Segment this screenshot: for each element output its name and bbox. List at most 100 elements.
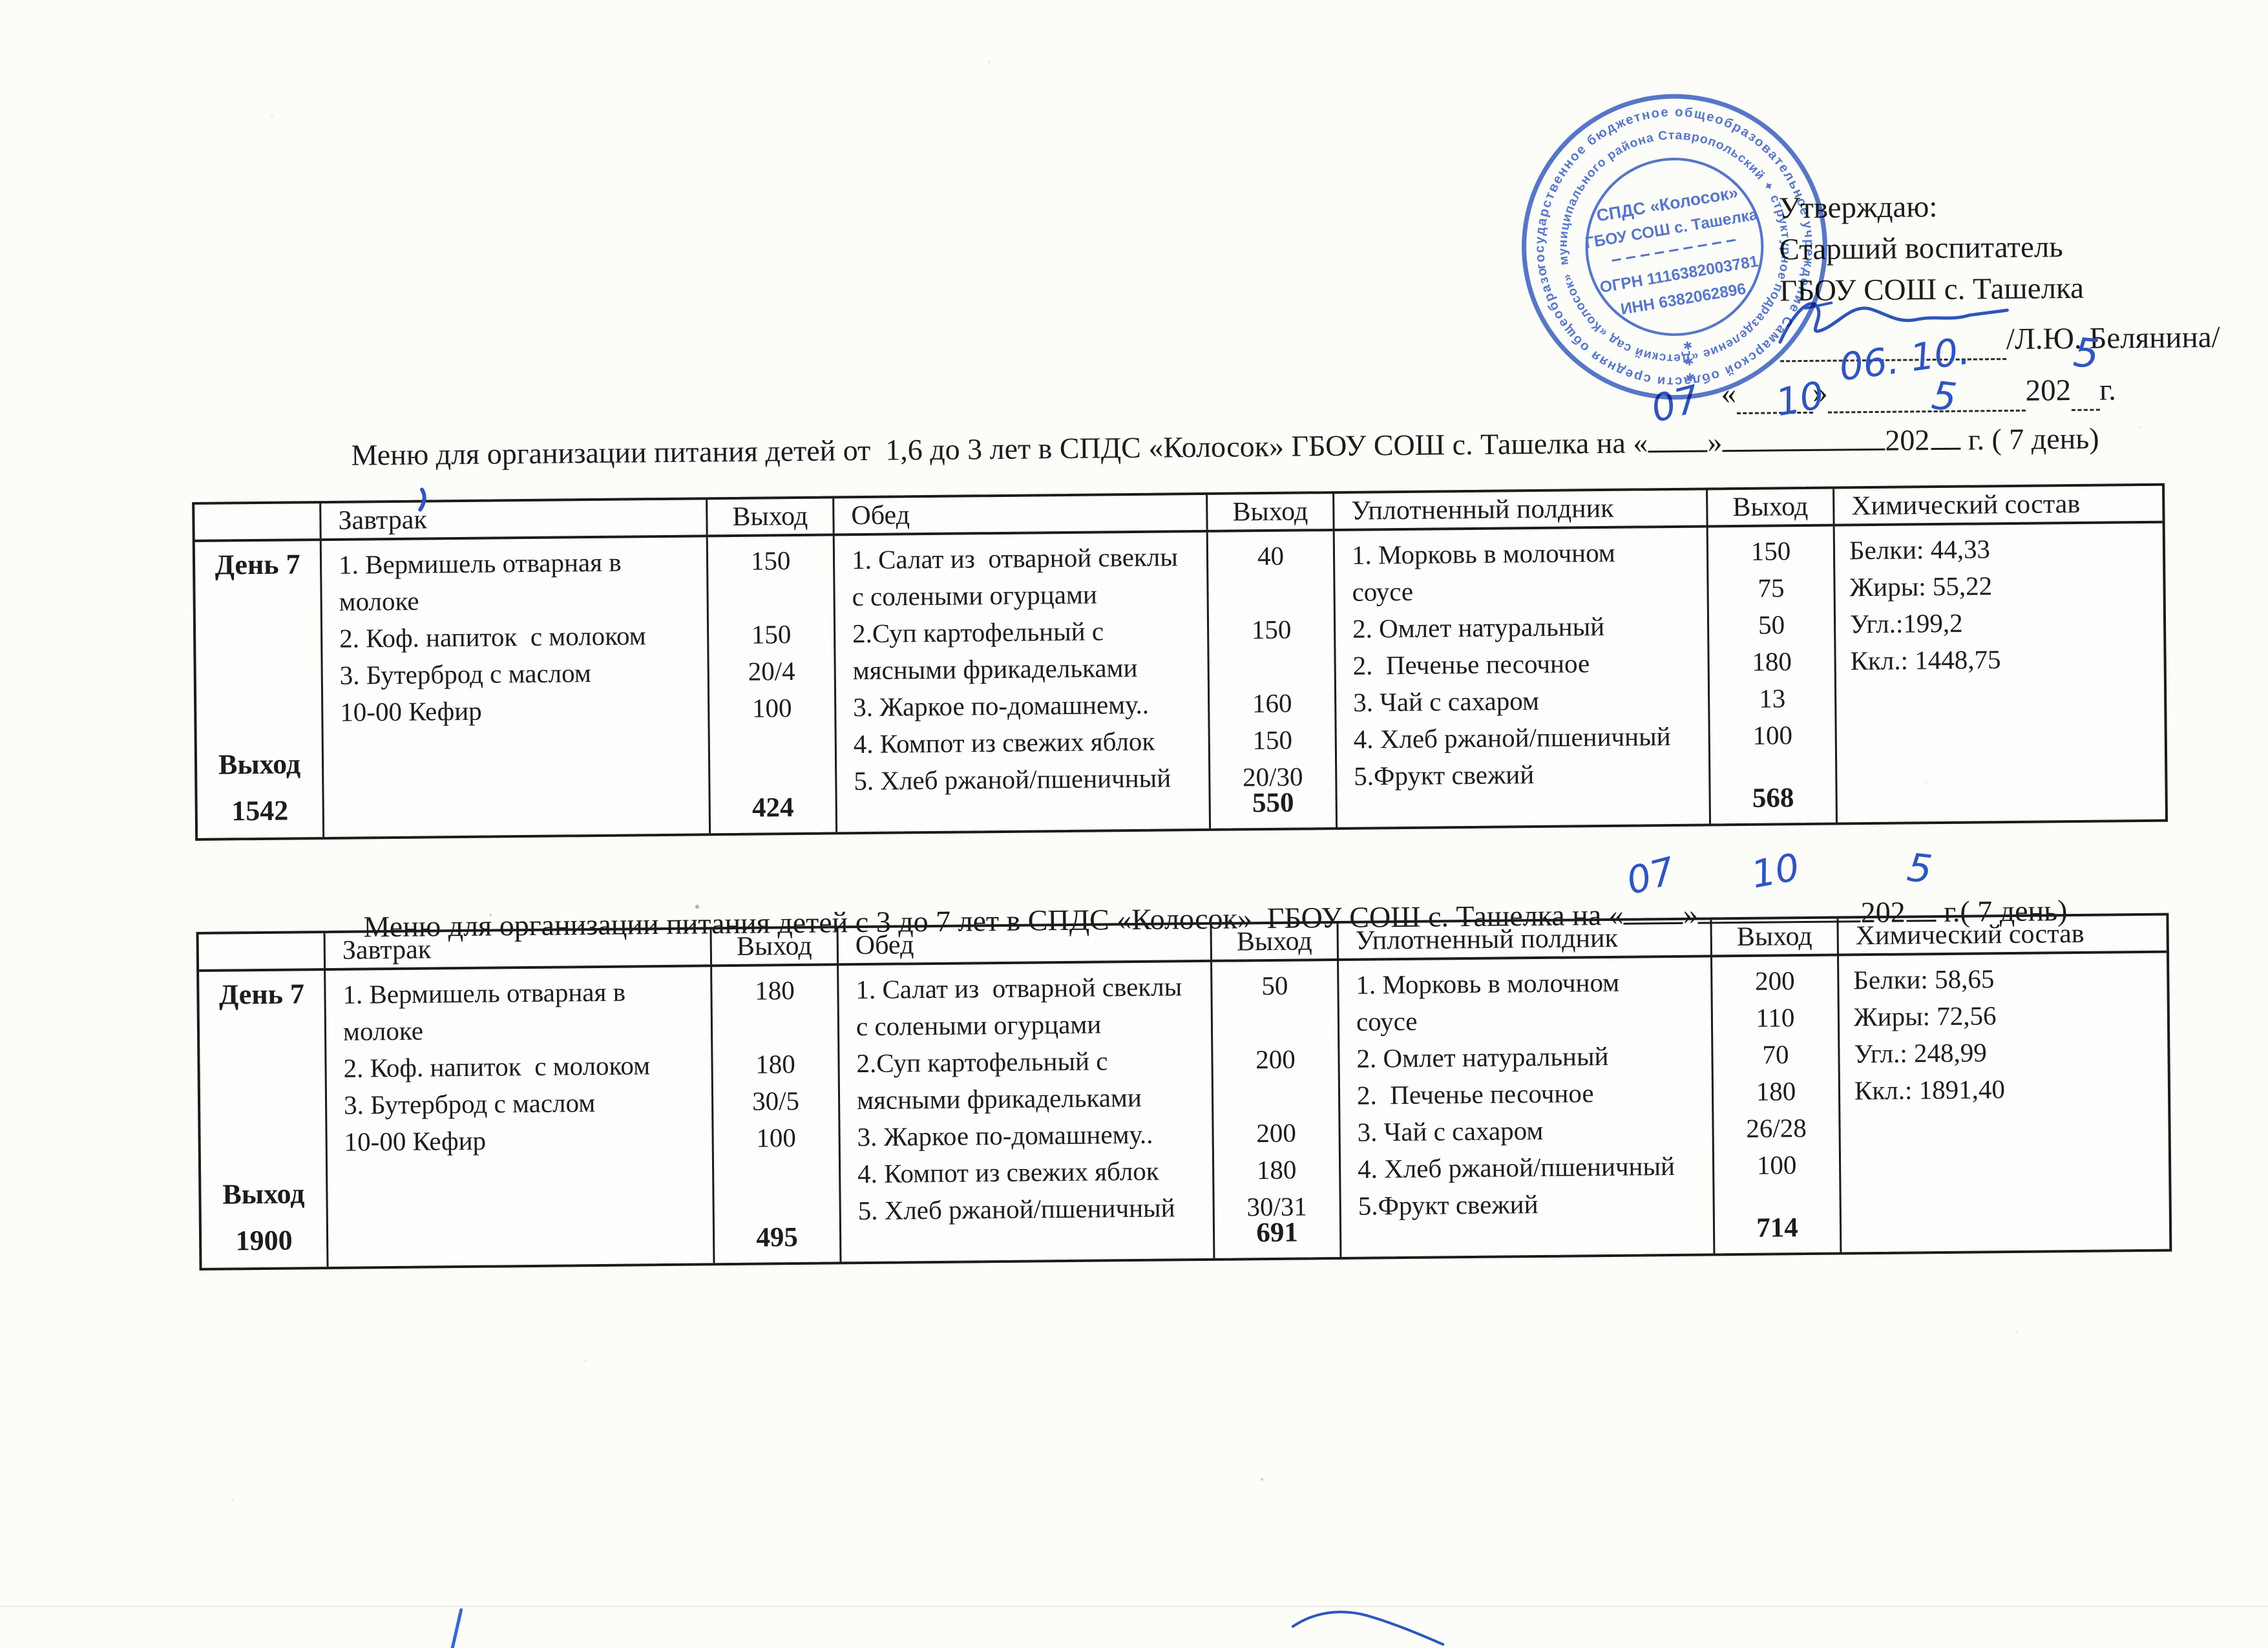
portion-value: 100 (1756, 1149, 1797, 1180)
title-suffix: г.( 7 день) (1936, 894, 2068, 929)
menu-item-line: мясными фрикадельками (852, 652, 1138, 685)
day-number: День 7 (215, 548, 300, 581)
menu-item-line: 3. Жаркое по-домашнему.. (853, 689, 1150, 722)
table-body-row: День 7 Выход 1900 1. Вермишель отварная … (199, 953, 2169, 1268)
title-day-blank: 07 (1646, 377, 1708, 453)
portion-value (1213, 1077, 1339, 1115)
day-total-value: 1900 (235, 1224, 293, 1257)
menu-item-line: с солеными огурцами (852, 579, 1098, 611)
approver-role: Старший воспитатель (1779, 230, 2063, 267)
day-total-value: 1542 (231, 794, 289, 827)
menu-item-line: молоке (342, 1015, 424, 1046)
portion-value (713, 1008, 838, 1046)
portion-total: 550 (1252, 787, 1294, 819)
portion-value: 13 (1758, 682, 1786, 713)
stamp-outer-circle (1522, 94, 1827, 400)
menu-item-line: 2. Коф. напиток с молоком (339, 620, 646, 653)
portion-value: 100 (756, 1122, 797, 1153)
menu-item-line: мясными фрикадельками (856, 1082, 1142, 1115)
portion-total: 691 (1256, 1217, 1299, 1249)
portion-header: Выход (1708, 489, 1835, 525)
snack-portions-cell: 150 75 50 180 13 100 568 (1708, 526, 1838, 824)
portion-value: 50 (1758, 609, 1785, 640)
chem-line: Белки: 58,65 (1853, 963, 1995, 995)
approval-label: Утверждаю: (1778, 190, 1938, 226)
handwritten-year-digit: 5 (2071, 328, 2101, 378)
portion-value: 200 (1256, 1117, 1297, 1148)
chem-line: Жиры: 55,22 (1849, 570, 1993, 602)
chem-line: Ккл.: 1891,40 (1854, 1073, 2006, 1105)
day-total-label: Выход (222, 1178, 305, 1210)
portion-value: 30/5 (751, 1085, 800, 1116)
day-header-cell (198, 933, 326, 969)
portion-value: 100 (1752, 719, 1793, 750)
title-month-blank: 10 (1697, 845, 1861, 924)
chemical-composition-cell: Белки: 58,65 Жиры: 72,56 Угл.: 248,99 Ккл.:… (1839, 953, 2169, 1252)
handwritten-month: 10 (1748, 845, 1803, 897)
menu-item-line: 2. Печенье песочное (1356, 1077, 1594, 1110)
menu-item-line: 4. Компот из свежих яблок (857, 1156, 1159, 1188)
menu-item-line: 1. Салат из отварной свеклы (856, 971, 1182, 1004)
portion-value: 26/28 (1746, 1112, 1807, 1143)
handwritten-year-digit: 5 (1929, 373, 1959, 421)
portion-value (1208, 573, 1334, 611)
menu-item-line: 5. Хлеб ржаной/пшеничный (857, 1192, 1175, 1225)
portion-value: 180 (1756, 1075, 1796, 1106)
stamp-divider-line (1612, 238, 1739, 262)
day-cell: День 7 Выход 1900 (199, 971, 329, 1268)
portion-value: 160 (1252, 688, 1292, 718)
day-cell: День 7 Выход 1542 (194, 541, 325, 838)
title-year-blank: 5 (1929, 373, 1961, 450)
blue-ink-tick (418, 487, 426, 512)
portion-header: Выход (1208, 493, 1335, 530)
title-text: Меню для организации питания детей от 1,… (351, 426, 1633, 472)
menu-item-line: 3. Жаркое по-домашнему.. (857, 1119, 1153, 1152)
portion-value: 75 (1758, 572, 1785, 603)
lunch-portions-cell: 40 150 160 150 20/30 550 (1208, 531, 1338, 829)
menu-item-line: 3. Чай с сахаром (1357, 1115, 1544, 1147)
menu-item-line: молоке (339, 586, 419, 617)
portion-total: 568 (1752, 783, 1794, 814)
lunch-cell: 1. Салат из отварной свеклы с солеными ог… (834, 532, 1212, 832)
scan-artifact-line (0, 1605, 2268, 1607)
title-text: Меню для организации питания детей с 3 д… (363, 898, 1609, 944)
portion-value: 70 (1762, 1039, 1789, 1070)
portion-value (1209, 647, 1334, 685)
chem-line: Ккл.: 1448,75 (1850, 644, 2001, 675)
portion-value (708, 578, 834, 616)
title-year: 202 (1885, 423, 1930, 457)
title-month-blank: 10 (1721, 373, 1885, 452)
portion-value: 150 (750, 545, 791, 576)
menu-title-nursery: Меню для организации питания детей от 1,… (306, 373, 2100, 507)
quote-open: « (1633, 426, 1648, 460)
menu-item-line: 2.Суп картофельный с (852, 615, 1104, 648)
portion-value: 200 (1754, 965, 1795, 996)
portion-value: 180 (1752, 646, 1792, 677)
menu-item-line: 3. Чай с сахаром (1352, 685, 1540, 717)
handwritten-year-digit: 5 (1905, 845, 1935, 893)
portion-value (1213, 1003, 1338, 1041)
chemical-composition-cell: Белки: 44,33 Жиры: 55,22 Угл.:199,2 Ккл.: 1… (1835, 523, 2165, 823)
stamp-star-icon: ✱ (1683, 354, 1695, 368)
menu-item-line: 5.Фрукт свежий (1358, 1188, 1538, 1221)
breakfast-cell: 1. Вермишель отварная в молоке 2. Коф. нап… (321, 537, 711, 838)
day-number: День 7 (218, 978, 305, 1011)
chem-line: Угл.: 248,99 (1854, 1037, 1987, 1068)
portion-value: 150 (751, 618, 792, 650)
menu-item-line: 1. Салат из отварной свеклы (851, 541, 1179, 575)
portion-value: 180 (754, 975, 795, 1006)
menu-item-line: 3. Бутерброд с маслом (343, 1087, 596, 1120)
lunch-cell: 1. Салат из отварной свеклы с солеными ог… (839, 962, 1215, 1262)
stamp-star-icon: ✱ (1682, 339, 1694, 353)
menu-item-line: 1. Вермишель отварная в (338, 547, 622, 580)
title-year: 202 (1860, 895, 1906, 929)
menu-item-line: 10-00 Кефир (340, 695, 482, 727)
menu-item-line: соусе (1352, 576, 1414, 607)
portion-total: 714 (1756, 1212, 1799, 1243)
portion-value: 50 (1261, 970, 1288, 1000)
portion-total: 495 (756, 1222, 799, 1253)
portion-value: 180 (1256, 1154, 1297, 1185)
blue-ink-curve (1291, 1611, 1445, 1646)
